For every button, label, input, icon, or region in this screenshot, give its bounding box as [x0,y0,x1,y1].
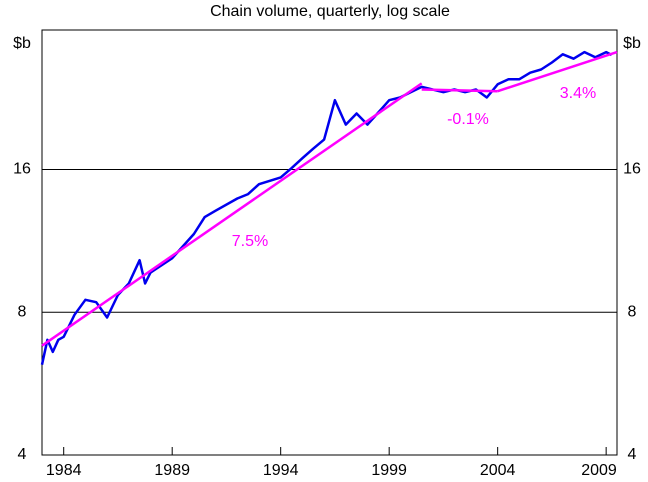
trend-line [41,82,423,347]
y-tick-label-left: 4 [18,446,27,463]
trend-annotation: 3.4% [560,85,596,102]
y-axis-label-right: $b [623,35,641,52]
trend-line [497,50,618,93]
trend-line [421,88,498,93]
x-tick-label: 1994 [263,462,299,479]
y-axis-label-left: $b [13,35,31,52]
chart-subtitle: Chain volume, quarterly, log scale [210,3,450,20]
trend-annotation: 7.5% [232,233,268,250]
y-tick-label-right: 16 [623,161,641,178]
x-tick-label: 2004 [480,462,516,479]
y-tick-label-right: 8 [628,303,637,320]
x-tick-label: 1984 [46,462,82,479]
trend-annotation: -0.1% [447,111,489,128]
y-tick-label-left: 16 [13,161,31,178]
x-tick-label: 2009 [581,462,617,479]
data-line [40,50,613,365]
y-tick-label-right: 4 [628,446,637,463]
y-tick-label-left: 8 [18,303,27,320]
x-tick-label: 1989 [154,462,190,479]
x-tick-label: 1999 [371,462,407,479]
plot-frame [41,29,618,456]
